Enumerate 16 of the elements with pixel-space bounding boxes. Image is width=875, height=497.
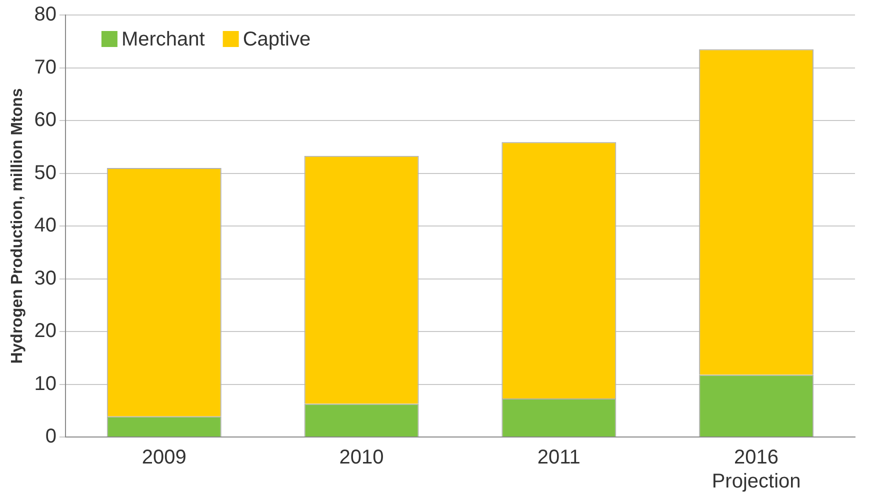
y-tick-label: 80 xyxy=(34,4,56,26)
y-tick-label: 70 xyxy=(34,56,56,78)
y-axis-title: Hydrogen Production, million Mtons xyxy=(9,88,26,364)
legend-label: Captive xyxy=(242,28,311,51)
y-tick-label: 40 xyxy=(34,214,56,237)
y-tick-label: 60 xyxy=(34,109,56,132)
x-tick-label: 2009 xyxy=(142,446,186,469)
y-tick-label: 30 xyxy=(34,267,56,290)
y-tick-label: 20 xyxy=(34,320,56,342)
x-tick-label: 2011 xyxy=(537,446,580,469)
legend-label: Merchant xyxy=(121,28,206,51)
y-tick-label: 50 xyxy=(34,162,56,184)
y-tick-label: 10 xyxy=(34,372,56,395)
y-tick-label: 0 xyxy=(45,426,56,448)
x-tick-label: 2016 Projection xyxy=(712,446,801,493)
x-tick-label: 2010 xyxy=(339,446,384,469)
